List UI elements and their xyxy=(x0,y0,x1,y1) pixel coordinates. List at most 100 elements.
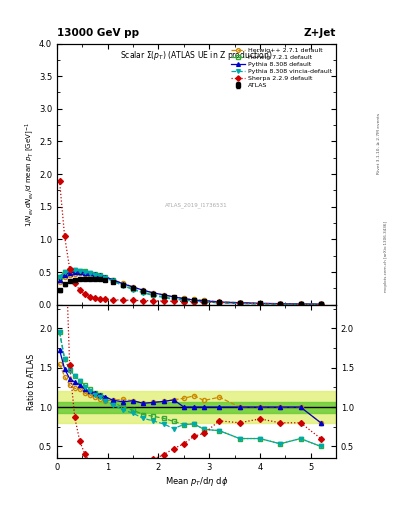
Herwig 7.2.1 default xyxy=(131,286,136,292)
Sherpa 2.2.9 default xyxy=(151,298,156,304)
Sherpa 2.2.9 default xyxy=(182,298,186,305)
Pythia 8.308 vincia-default xyxy=(298,301,303,307)
Pythia 8.308 default xyxy=(298,301,303,307)
Pythia 8.308 vincia-default xyxy=(151,292,156,298)
Bar xyxy=(57,401,336,413)
Pythia 8.308 default xyxy=(88,270,92,276)
Sherpa 2.2.9 default xyxy=(257,301,262,307)
Herwig++ 2.7.1 default xyxy=(298,301,303,307)
Pythia 8.308 default xyxy=(217,299,222,305)
Herwig++ 2.7.1 default xyxy=(151,290,156,296)
Herwig++ 2.7.1 default xyxy=(192,296,196,303)
Pythia 8.308 vincia-default xyxy=(98,273,103,279)
Text: Scalar $\Sigma(p_T)$ (ATLAS UE in Z production): Scalar $\Sigma(p_T)$ (ATLAS UE in Z prod… xyxy=(120,49,273,62)
Herwig++ 2.7.1 default xyxy=(83,271,87,277)
Herwig 7.2.1 default xyxy=(72,267,77,273)
Herwig++ 2.7.1 default xyxy=(93,272,97,279)
Pythia 8.308 vincia-default xyxy=(171,296,176,303)
Herwig 7.2.1 default xyxy=(217,300,222,306)
Pythia 8.308 vincia-default xyxy=(103,275,108,281)
Pythia 8.308 default xyxy=(72,269,77,275)
Pythia 8.308 default xyxy=(110,277,115,283)
Sherpa 2.2.9 default xyxy=(98,296,103,302)
Text: mcplots.cern.ch [arXiv:1306.3436]: mcplots.cern.ch [arXiv:1306.3436] xyxy=(384,221,388,291)
Herwig 7.2.1 default xyxy=(192,298,196,304)
Herwig++ 2.7.1 default xyxy=(131,284,136,290)
Herwig++ 2.7.1 default xyxy=(182,295,186,301)
Herwig++ 2.7.1 default xyxy=(67,271,72,278)
Pythia 8.308 vincia-default xyxy=(93,271,97,278)
Sherpa 2.2.9 default xyxy=(318,301,323,307)
Pythia 8.308 default xyxy=(77,269,82,275)
Herwig 7.2.1 default xyxy=(57,273,62,280)
Herwig++ 2.7.1 default xyxy=(278,301,283,307)
Pythia 8.308 default xyxy=(202,297,206,304)
Herwig 7.2.1 default xyxy=(67,267,72,273)
Herwig 7.2.1 default xyxy=(278,301,283,307)
Pythia 8.308 vincia-default xyxy=(192,298,196,304)
Sherpa 2.2.9 default xyxy=(110,296,115,303)
Sherpa 2.2.9 default xyxy=(77,287,82,293)
Line: Pythia 8.308 vincia-default: Pythia 8.308 vincia-default xyxy=(57,268,323,306)
Sherpa 2.2.9 default xyxy=(131,297,136,304)
Sherpa 2.2.9 default xyxy=(161,298,166,304)
Herwig 7.2.1 default xyxy=(141,289,145,295)
Pythia 8.308 vincia-default xyxy=(257,301,262,307)
Text: Rivet 3.1.10, ≥ 2.7M events: Rivet 3.1.10, ≥ 2.7M events xyxy=(377,113,381,174)
Pythia 8.308 vincia-default xyxy=(278,301,283,307)
Sherpa 2.2.9 default xyxy=(141,297,145,304)
Sherpa 2.2.9 default xyxy=(171,298,176,304)
Pythia 8.308 vincia-default xyxy=(161,294,166,301)
Herwig 7.2.1 default xyxy=(237,301,242,307)
Herwig 7.2.1 default xyxy=(318,301,323,307)
Herwig 7.2.1 default xyxy=(93,271,97,277)
Line: Herwig++ 2.7.1 default: Herwig++ 2.7.1 default xyxy=(57,271,323,306)
Herwig++ 2.7.1 default xyxy=(318,301,323,307)
Sherpa 2.2.9 default xyxy=(83,291,87,297)
Pythia 8.308 default xyxy=(67,270,72,276)
Pythia 8.308 vincia-default xyxy=(83,269,87,275)
Herwig++ 2.7.1 default xyxy=(57,280,62,286)
Pythia 8.308 vincia-default xyxy=(57,273,62,280)
Herwig 7.2.1 default xyxy=(103,274,108,280)
Sherpa 2.2.9 default xyxy=(202,299,206,305)
Herwig++ 2.7.1 default xyxy=(110,277,115,283)
X-axis label: Mean $p_T$/d$\eta$ d$\phi$: Mean $p_T$/d$\eta$ d$\phi$ xyxy=(165,475,228,488)
Pythia 8.308 vincia-default xyxy=(110,278,115,284)
Herwig++ 2.7.1 default xyxy=(77,270,82,276)
Herwig 7.2.1 default xyxy=(121,282,125,288)
Pythia 8.308 default xyxy=(161,292,166,298)
Pythia 8.308 default xyxy=(98,272,103,279)
Herwig++ 2.7.1 default xyxy=(103,275,108,281)
Sherpa 2.2.9 default xyxy=(217,300,222,306)
Sherpa 2.2.9 default xyxy=(192,298,196,305)
Sherpa 2.2.9 default xyxy=(237,300,242,306)
Pythia 8.308 default xyxy=(93,271,97,277)
Bar xyxy=(57,391,336,423)
Pythia 8.308 vincia-default xyxy=(67,267,72,273)
Herwig++ 2.7.1 default xyxy=(62,273,67,280)
Sherpa 2.2.9 default xyxy=(88,294,92,300)
Sherpa 2.2.9 default xyxy=(103,296,108,303)
Pythia 8.308 vincia-default xyxy=(121,283,125,289)
Pythia 8.308 vincia-default xyxy=(141,290,145,296)
Herwig 7.2.1 default xyxy=(88,270,92,276)
Herwig++ 2.7.1 default xyxy=(171,294,176,300)
Y-axis label: Ratio to ATLAS: Ratio to ATLAS xyxy=(27,353,36,410)
Pythia 8.308 vincia-default xyxy=(88,270,92,276)
Pythia 8.308 default xyxy=(83,270,87,276)
Herwig++ 2.7.1 default xyxy=(237,300,242,306)
Pythia 8.308 default xyxy=(103,273,108,280)
Pythia 8.308 vincia-default xyxy=(182,297,186,303)
Pythia 8.308 default xyxy=(141,287,145,293)
Pythia 8.308 vincia-default xyxy=(318,301,323,307)
Herwig++ 2.7.1 default xyxy=(161,292,166,298)
Line: Pythia 8.308 default: Pythia 8.308 default xyxy=(57,270,323,306)
Pythia 8.308 default xyxy=(318,301,323,307)
Herwig 7.2.1 default xyxy=(161,294,166,300)
Herwig 7.2.1 default xyxy=(62,269,67,275)
Pythia 8.308 vincia-default xyxy=(202,299,206,305)
Sherpa 2.2.9 default xyxy=(278,301,283,307)
Pythia 8.308 default xyxy=(257,300,262,306)
Sherpa 2.2.9 default xyxy=(93,295,97,301)
